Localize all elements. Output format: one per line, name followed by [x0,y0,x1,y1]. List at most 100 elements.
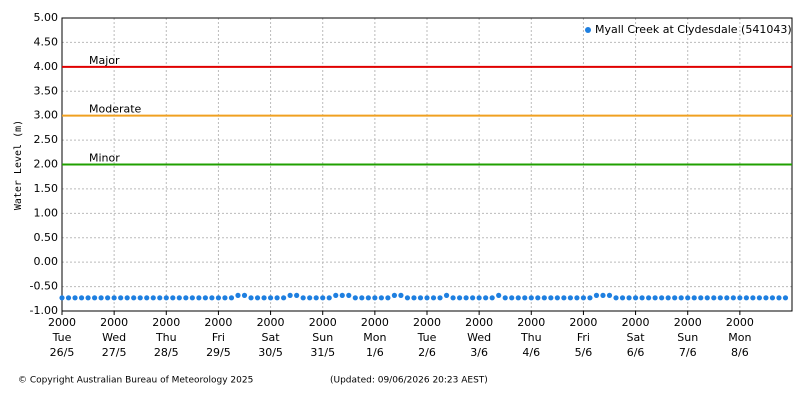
data-point [144,295,150,301]
data-point [163,295,169,301]
data-point [215,295,222,301]
data-point [196,295,202,301]
data-point [333,292,339,298]
data-point [502,295,508,301]
x-tick-label: Mon [363,331,386,344]
y-tick-label: -0.50 [30,280,58,293]
data-point [346,292,352,298]
data-point [750,295,756,301]
x-tick-label: 2000 [152,316,180,329]
data-point [287,292,293,298]
data-point [131,295,137,301]
y-tick-label: 4.00 [34,60,59,73]
data-point [756,295,763,301]
y-tick-label: 1.00 [34,206,59,219]
data-point [743,295,749,301]
x-tick-label: 4/6 [522,346,540,359]
x-tick-label: Wed [467,331,491,344]
data-point [372,295,378,301]
data-point [137,295,143,301]
x-tick-label: 26/5 [50,346,75,359]
data-point [470,295,476,301]
data-point [326,295,332,301]
data-point [567,295,573,301]
data-point [281,295,287,301]
data-point [339,292,345,298]
x-tick-label: 31/5 [310,346,335,359]
x-tick-label: 29/5 [206,346,231,359]
y-axis-title: Water Level (m) [13,120,24,210]
data-point [59,295,65,301]
data-point [313,295,319,301]
data-point [352,295,358,301]
data-point [489,295,495,301]
x-tick-label: 6/6 [627,346,645,359]
data-point [417,295,424,301]
data-point [685,295,691,301]
x-tick-label: 2000 [517,316,545,329]
data-point [378,295,384,301]
data-point [704,295,710,301]
data-point [98,295,104,301]
threshold-label: Major [89,54,120,67]
data-point [294,292,300,298]
data-point [613,295,619,301]
x-tick-label: 2000 [204,316,232,329]
data-point [183,295,189,301]
x-tick-label: 2000 [361,316,389,329]
copyright: © Copyright Australian Bureau of Meteoro… [18,376,253,386]
data-point [561,295,567,301]
data-point [496,292,502,298]
x-tick-label: Wed [102,331,126,344]
data-point [320,295,326,301]
data-point [711,295,717,301]
x-tick-label: Sat [627,331,646,344]
updated: (Updated: 09/06/2026 20:23 AEST) [330,376,488,386]
data-point [769,295,776,301]
data-point [509,295,515,301]
y-tick-label: 4.50 [34,35,59,48]
data-point [737,295,743,301]
data-point [411,295,417,301]
x-tick-label: 2000 [465,316,493,329]
x-tick-label: 2000 [726,316,754,329]
x-tick-label: Thu [520,331,542,344]
data-point [483,295,489,301]
data-point [430,295,437,301]
data-point [65,295,72,301]
data-point [782,295,789,301]
data-point [437,295,443,301]
data-point [717,295,723,301]
data-point [678,295,684,301]
data-point [85,295,91,301]
x-tick-label: Sun [677,331,698,344]
y-tick-label: 0.00 [34,255,59,268]
data-point [443,292,450,298]
data-point [691,295,697,301]
data-point [424,295,430,301]
legend-label: Myall Creek at Clydesdale (541043) [595,23,792,36]
data-point [228,295,235,301]
x-tick-label: 2000 [48,316,76,329]
data-point [365,295,371,301]
data-point [267,295,274,301]
data-point [235,292,241,298]
data-point [391,292,398,298]
data-point [528,295,534,301]
y-tick-label: -1.00 [30,304,58,317]
data-point [619,295,626,301]
data-point [248,295,254,301]
data-point [254,295,261,301]
data-point [535,295,541,301]
x-tick-label: Fri [212,331,225,344]
data-point [307,295,313,301]
data-point [587,295,593,301]
x-tick-label: 8/6 [731,346,749,359]
data-point [118,295,124,301]
x-tick-label: 27/5 [102,346,127,359]
x-tick-label: Tue [52,331,72,344]
data-point [124,295,130,301]
x-tick-label: Thu [155,331,177,344]
x-tick-label: 3/6 [470,346,488,359]
y-tick-label: 3.00 [34,109,59,122]
